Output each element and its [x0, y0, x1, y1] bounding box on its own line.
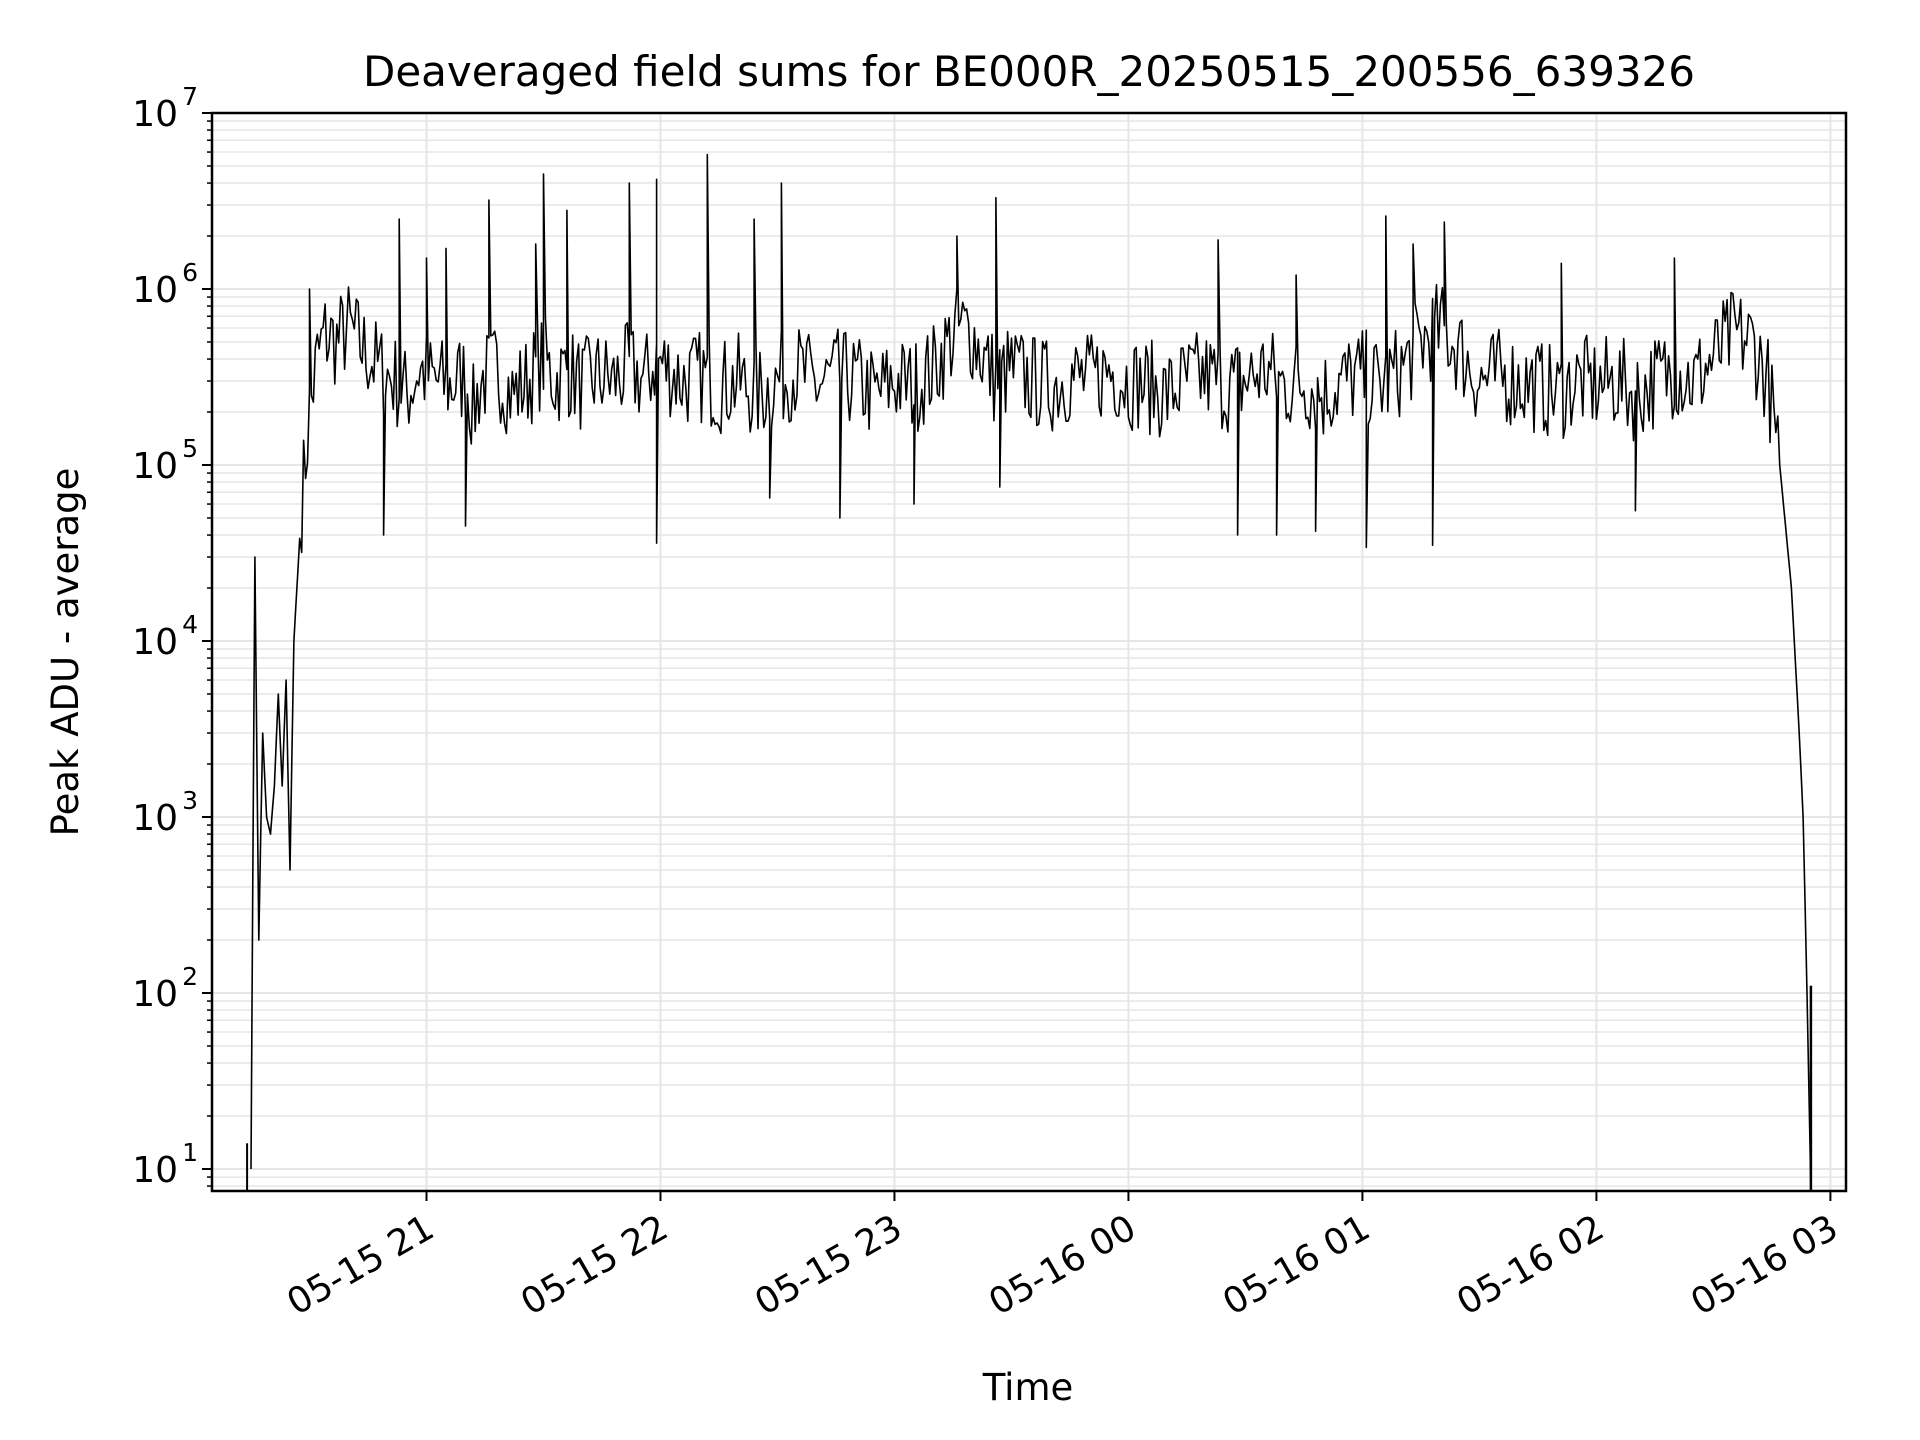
- y-tick-exponent: 1: [182, 1138, 198, 1167]
- y-tick-label: 10: [132, 446, 178, 487]
- y-tick-label: 10: [132, 974, 178, 1015]
- y-tick-exponent: 5: [182, 434, 198, 463]
- y-tick-exponent: 7: [182, 82, 198, 111]
- grid: [212, 113, 1846, 1191]
- x-axis-label: Time: [982, 1366, 1074, 1409]
- y-axis-label: Peak ADU - average: [44, 468, 87, 837]
- y-tick-label: 10: [132, 1150, 178, 1191]
- y-tick-label: 10: [132, 798, 178, 839]
- chart-title: Deaveraged field sums for BE000R_2025051…: [363, 47, 1695, 96]
- series-lines: [246, 153, 1813, 1192]
- y-tick-label: 10: [132, 622, 178, 663]
- y-tick-label: 10: [132, 270, 178, 311]
- series-line: [250, 153, 1812, 1192]
- y-tick-exponent: 6: [182, 258, 198, 287]
- plot-frame: [210, 111, 1848, 1193]
- y-tick-exponent: 2: [182, 962, 198, 991]
- y-tick-exponent: 3: [182, 786, 198, 815]
- y-tick-label: 10: [132, 94, 178, 135]
- y-tick-exponent: 4: [182, 610, 198, 639]
